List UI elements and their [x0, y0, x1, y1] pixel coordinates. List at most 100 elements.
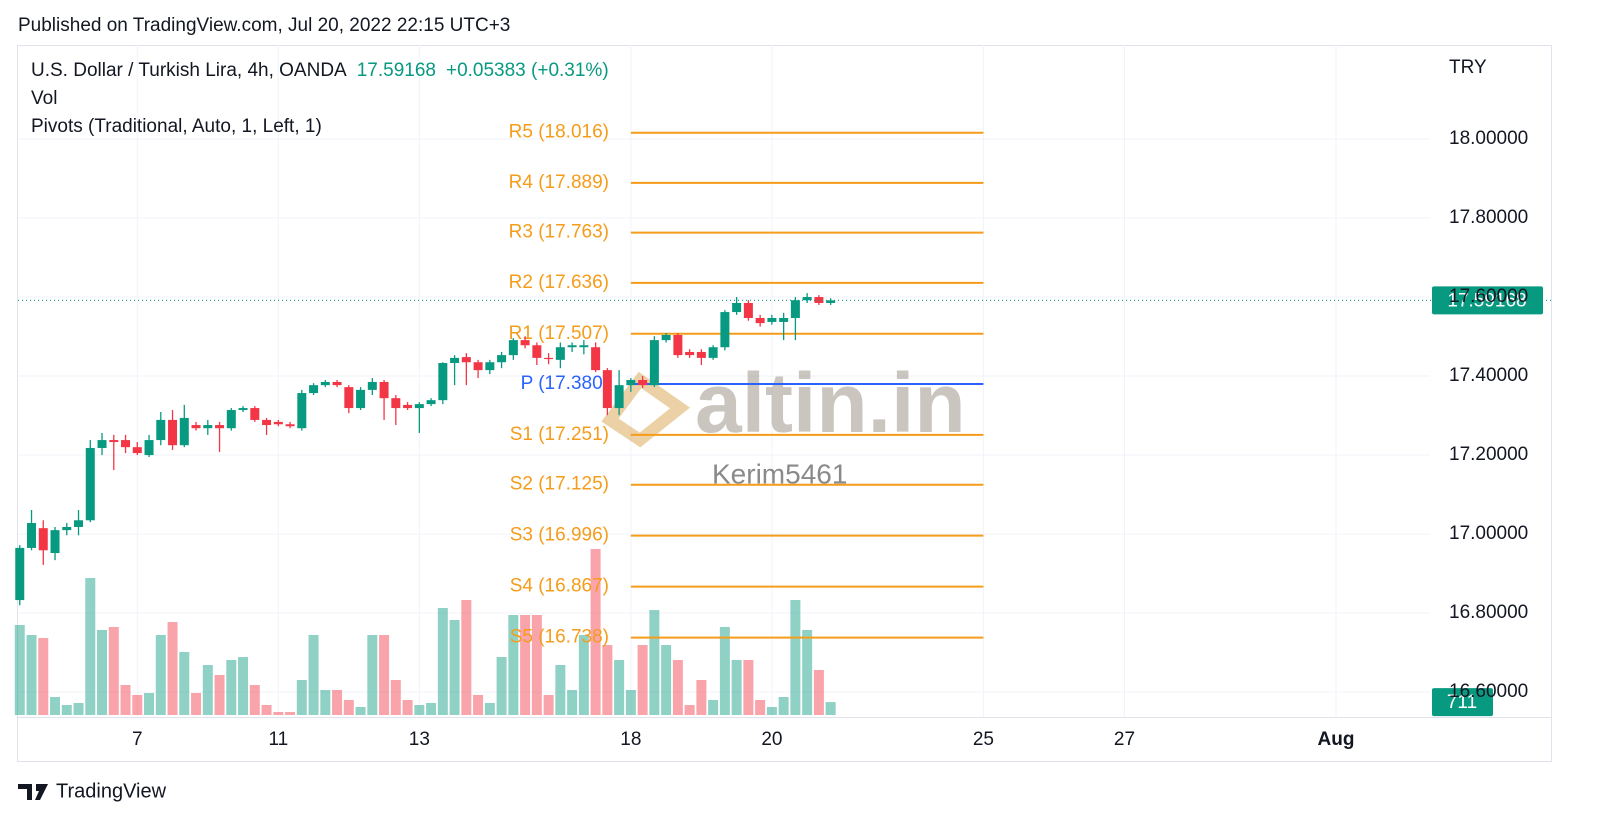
pivot-label: P (17.380)	[521, 373, 609, 394]
candle-body	[356, 389, 366, 409]
volume-bar	[567, 690, 578, 715]
volume-bar	[719, 627, 730, 715]
candle-body	[297, 393, 307, 429]
volume-bar	[696, 680, 707, 715]
volume-bar	[578, 635, 589, 715]
volume-bar	[543, 695, 554, 715]
candle-body	[309, 385, 319, 394]
candle-body	[85, 447, 95, 521]
volume-bar	[367, 635, 378, 715]
volume-bar	[461, 600, 472, 715]
candle-body	[790, 300, 800, 318]
price-change: +0.05383 (+0.31%)	[446, 60, 609, 81]
volume-bar	[684, 705, 695, 715]
candle-body	[779, 317, 789, 322]
candle-body	[579, 345, 589, 348]
volume-bar	[649, 610, 660, 715]
volume-bar	[296, 680, 307, 715]
volume-bar	[308, 635, 319, 715]
candle-body	[520, 340, 530, 346]
last-price-label: 17.59168	[1447, 290, 1526, 311]
candle-body	[743, 302, 753, 318]
pivot-label: R5 (18.016)	[509, 122, 609, 143]
pivot-label: S5 (16.738)	[510, 627, 609, 648]
candle-body	[238, 408, 248, 411]
volume-bar	[778, 697, 789, 715]
candle-body	[156, 419, 166, 441]
candle-body	[626, 380, 636, 386]
overlay-layer: 17.59168 711	[18, 286, 1552, 717]
candle-body	[708, 347, 718, 358]
candle-body	[379, 381, 389, 399]
volume-bar	[332, 690, 343, 715]
volume-bar	[155, 635, 166, 715]
volume-bar	[320, 690, 331, 715]
volume-bar	[108, 627, 119, 715]
volume-title: Vol	[31, 88, 57, 109]
candle-body	[273, 421, 283, 425]
candle-body	[673, 334, 683, 356]
volume-bar	[38, 638, 49, 715]
volume-bar	[602, 645, 613, 715]
candle-body	[450, 357, 460, 364]
volume-bar	[755, 700, 766, 715]
volume-bar	[731, 660, 742, 715]
candle-body	[121, 440, 131, 448]
candle-body	[109, 440, 119, 443]
x-tick-label: 11	[268, 729, 288, 750]
volume-bar	[708, 700, 719, 715]
volume-bar	[355, 707, 366, 715]
watermark-text: altin.in	[695, 356, 966, 450]
candle-body	[802, 297, 812, 301]
y-tick-label: 17.60000	[1449, 286, 1528, 307]
candle-body	[544, 357, 554, 360]
last-volume-box	[1432, 688, 1493, 717]
footer-brand: TradingView	[56, 780, 167, 802]
volume-bar	[14, 625, 25, 715]
candle-body	[320, 381, 330, 386]
candle-body	[38, 528, 48, 551]
candle-body	[132, 447, 142, 454]
candle-body	[426, 400, 436, 405]
volume-bar	[167, 622, 178, 715]
candle-body	[602, 370, 612, 409]
candle-body	[168, 419, 178, 446]
grid	[18, 45, 1430, 717]
volume-bar	[614, 660, 625, 715]
candle-body	[203, 425, 213, 429]
volume-bar	[426, 703, 437, 715]
volume-bar	[520, 615, 531, 715]
candle-body	[285, 424, 295, 427]
volume-bar	[379, 635, 390, 715]
volume-bar	[226, 660, 237, 715]
volume-bar	[144, 693, 155, 715]
candle-body	[226, 410, 236, 429]
candle-body	[473, 362, 483, 371]
candle-body	[508, 340, 518, 356]
candle-body	[15, 547, 25, 601]
volume-bar	[285, 712, 296, 715]
volume-bar	[202, 665, 213, 715]
volume-bar	[249, 685, 260, 715]
candle-body	[567, 345, 577, 348]
candle-body	[215, 425, 225, 429]
candle-body	[367, 381, 377, 390]
candle-body	[144, 440, 154, 456]
last-price: 17.59168	[357, 60, 436, 81]
volume-bar	[802, 630, 813, 715]
candle-body	[497, 355, 507, 363]
volume-bar	[73, 703, 84, 715]
volume-bar	[414, 705, 425, 715]
volume-bar	[343, 700, 354, 715]
candle-body	[414, 404, 424, 409]
last-price-box	[1432, 286, 1543, 315]
y-tick-label: 18.00000	[1449, 128, 1528, 149]
candle-layer	[15, 293, 836, 606]
volume-bar	[26, 635, 37, 715]
volume-bar	[179, 652, 190, 715]
volume-bar	[191, 693, 202, 715]
pivot-label: R2 (17.636)	[509, 272, 609, 293]
volume-layer	[14, 549, 836, 715]
pivot-label: S4 (16.867)	[510, 576, 609, 597]
